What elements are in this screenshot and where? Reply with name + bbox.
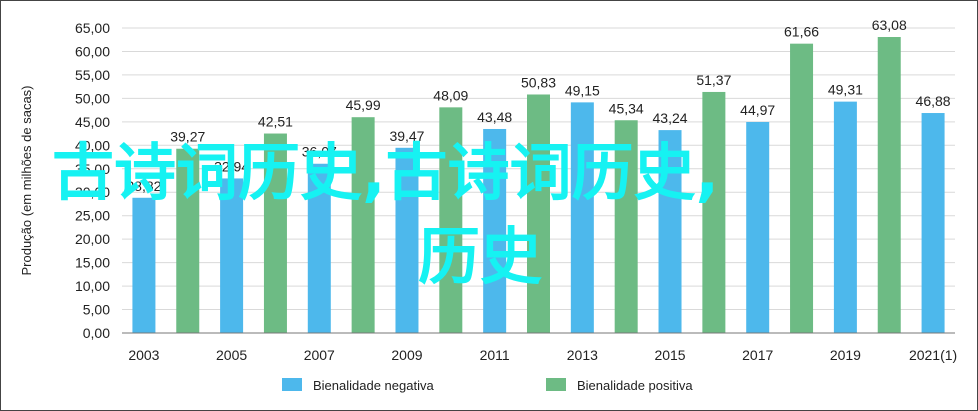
data-label: 46,88 bbox=[916, 93, 951, 109]
y-tick-label: 15,00 bbox=[75, 255, 110, 271]
bar-positive bbox=[790, 43, 814, 334]
watermark-text-line2: 历史 bbox=[418, 220, 543, 293]
bar-negative bbox=[833, 101, 857, 333]
data-label: 43,24 bbox=[653, 110, 688, 126]
data-label: 61,66 bbox=[784, 24, 819, 40]
y-tick-label: 55,00 bbox=[75, 67, 110, 83]
data-labels: 28,82 39,27 32,94 42,51 36,07 45,99 39,47 48,09… bbox=[126, 17, 950, 194]
bar-positive bbox=[351, 117, 375, 333]
x-tick-labels: 2003 2005 2007 2009 2011 2013 2015 2017 2019 2021… bbox=[128, 347, 957, 363]
y-tick-label: 25,00 bbox=[75, 208, 110, 224]
bar-positive bbox=[877, 37, 901, 334]
y-tick-label: 30,00 bbox=[75, 184, 110, 200]
data-label: 48,09 bbox=[433, 87, 468, 103]
x-tick-label: 2005 bbox=[216, 347, 247, 363]
data-label: 32,94 bbox=[214, 158, 249, 174]
y-tick-label: 60,00 bbox=[75, 43, 110, 59]
y-tick-label: 10,00 bbox=[75, 278, 110, 294]
x-tick-label: 2009 bbox=[391, 347, 422, 363]
bar-positive bbox=[614, 120, 638, 334]
data-label: 51,37 bbox=[696, 72, 731, 88]
y-tick-label: 50,00 bbox=[75, 90, 110, 106]
x-tick-label: 2015 bbox=[654, 347, 685, 363]
bar-negative bbox=[483, 128, 507, 333]
y-tick-label: 35,00 bbox=[75, 161, 110, 177]
y-tick-label: 20,00 bbox=[75, 231, 110, 247]
y-tick-label: 5,00 bbox=[83, 302, 110, 318]
bar-positive bbox=[263, 133, 287, 333]
data-label: 49,31 bbox=[828, 82, 863, 98]
bars bbox=[132, 37, 945, 334]
bar-negative bbox=[220, 178, 244, 333]
data-label: 49,15 bbox=[565, 82, 600, 98]
data-label: 42,51 bbox=[258, 114, 293, 130]
bar-negative bbox=[921, 113, 945, 333]
bar-negative bbox=[658, 130, 682, 333]
bar-positive bbox=[527, 94, 550, 334]
data-label: 39,47 bbox=[389, 128, 424, 144]
legend-label-negative: Bienalidade negativa bbox=[313, 378, 434, 393]
bar-negative bbox=[132, 197, 156, 333]
y-tick-label: 65,00 bbox=[75, 20, 110, 36]
legend-swatch-positive bbox=[546, 378, 566, 391]
bar-negative bbox=[395, 147, 419, 333]
x-tick-label: 2007 bbox=[304, 347, 335, 363]
data-label: 45,99 bbox=[346, 97, 381, 113]
data-label: 43,48 bbox=[477, 109, 512, 125]
y-tick-label: 45,00 bbox=[75, 114, 110, 130]
data-label: 28,82 bbox=[126, 178, 161, 194]
data-label: 50,83 bbox=[521, 74, 556, 90]
data-label: 63,08 bbox=[872, 17, 907, 33]
y-tick-label: 40,00 bbox=[75, 137, 110, 153]
y-tick-label: 0,00 bbox=[83, 325, 110, 341]
x-tick-label: 2021(1) bbox=[909, 347, 957, 363]
data-label: 44,97 bbox=[740, 102, 775, 118]
x-tick-label: 2011 bbox=[480, 347, 510, 363]
data-label: 39,27 bbox=[170, 129, 205, 145]
y-axis-label: Produção (em milhões de sacas) bbox=[19, 85, 34, 275]
watermark-text-line1: 古诗词历史,古诗词历史, bbox=[52, 136, 720, 209]
bar-negative bbox=[570, 102, 594, 333]
bar-negative bbox=[307, 163, 331, 333]
data-label: 45,34 bbox=[609, 100, 644, 116]
legend-label-positive: Bienalidade positiva bbox=[577, 378, 693, 393]
data-label: 36,07 bbox=[302, 144, 337, 160]
bar-negative bbox=[746, 121, 770, 333]
y-tick-labels: 0,00 5,00 10,00 15,00 20,00 25,00 30,00 35,00 40… bbox=[75, 20, 110, 341]
legend-swatch-negative bbox=[282, 378, 302, 391]
x-tick-label: 2017 bbox=[742, 347, 773, 363]
legend: Bienalidade negativa Bienalidade positiv… bbox=[282, 378, 693, 393]
x-tick-label: 2013 bbox=[567, 347, 598, 363]
x-tick-label: 2003 bbox=[128, 347, 159, 363]
bar-positive bbox=[439, 107, 463, 333]
x-tick-label: 2019 bbox=[830, 347, 861, 363]
bar-positive bbox=[176, 148, 200, 333]
bar-positive bbox=[702, 91, 726, 334]
